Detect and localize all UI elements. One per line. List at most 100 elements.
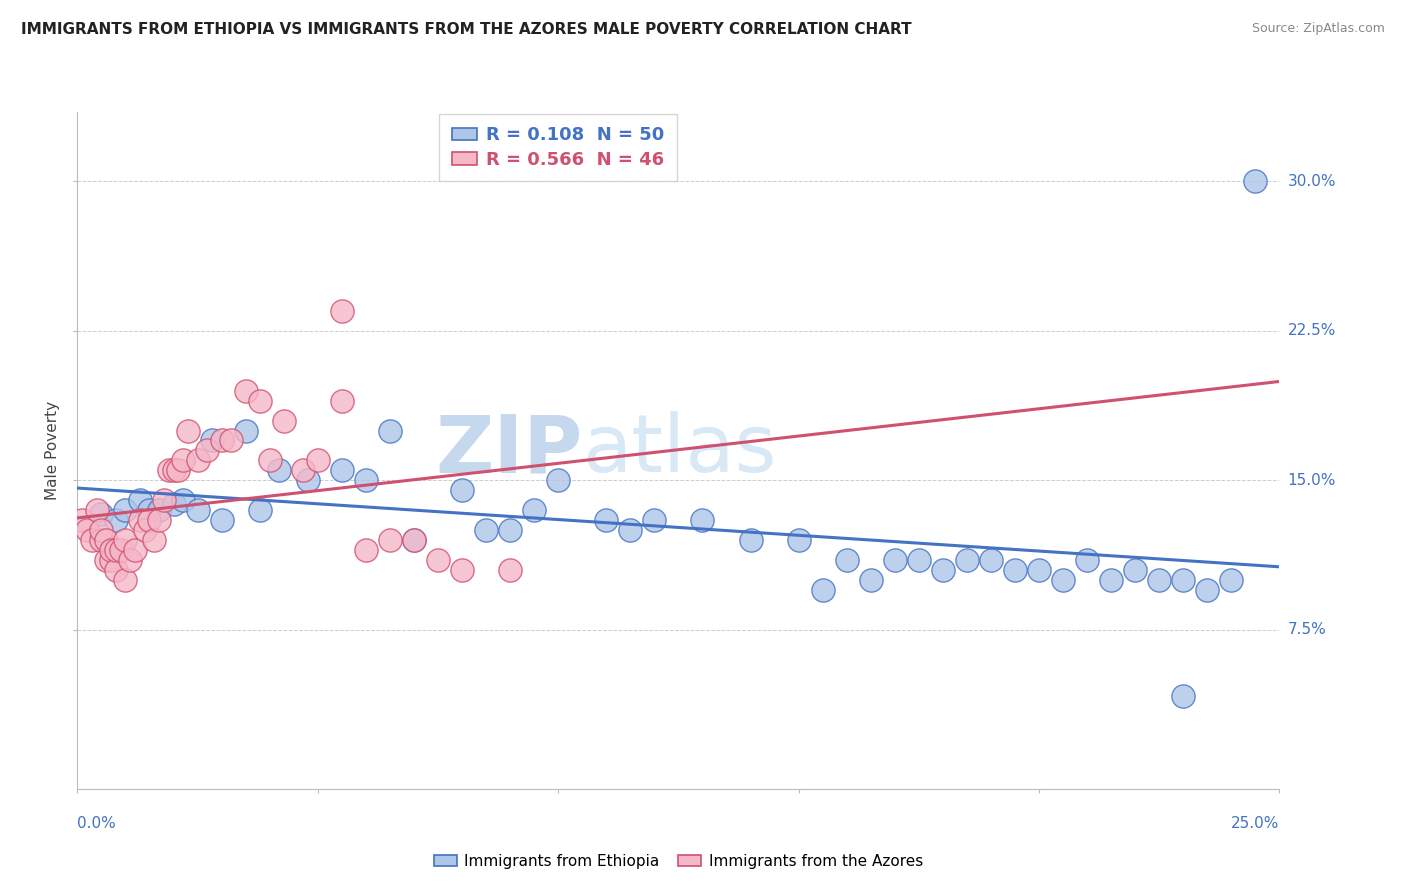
Point <box>90 523 112 537</box>
Point <box>427 553 450 567</box>
Point <box>96 553 118 567</box>
Point <box>402 533 425 548</box>
Point <box>883 553 905 567</box>
Point <box>138 513 160 527</box>
Point <box>219 434 242 448</box>
Point <box>162 497 184 511</box>
Point <box>475 523 498 537</box>
Point <box>153 493 176 508</box>
Point <box>114 503 136 517</box>
Point <box>195 443 218 458</box>
Point <box>86 503 108 517</box>
Point <box>90 508 112 522</box>
Point <box>249 503 271 517</box>
Point <box>100 543 122 558</box>
Point <box>330 463 353 477</box>
Point <box>1173 689 1195 703</box>
Text: 7.5%: 7.5% <box>1288 623 1326 638</box>
Point <box>1244 174 1267 188</box>
Point <box>259 453 281 467</box>
Point <box>104 513 127 527</box>
Text: 25.0%: 25.0% <box>1232 816 1279 831</box>
Point <box>162 463 184 477</box>
Point <box>1076 553 1098 567</box>
Point <box>859 573 882 587</box>
Point <box>148 513 170 527</box>
Text: 22.5%: 22.5% <box>1288 323 1336 338</box>
Point <box>330 393 353 408</box>
Text: Source: ZipAtlas.com: Source: ZipAtlas.com <box>1251 22 1385 36</box>
Point <box>70 513 93 527</box>
Point <box>619 523 641 537</box>
Point <box>980 553 1002 567</box>
Text: 30.0%: 30.0% <box>1288 174 1336 189</box>
Point <box>811 582 834 597</box>
Point <box>172 493 194 508</box>
Text: 15.0%: 15.0% <box>1288 473 1336 488</box>
Point <box>114 573 136 587</box>
Point <box>956 553 979 567</box>
Point <box>104 543 127 558</box>
Point <box>1173 573 1195 587</box>
Point <box>110 543 132 558</box>
Point <box>499 523 522 537</box>
Text: IMMIGRANTS FROM ETHIOPIA VS IMMIGRANTS FROM THE AZORES MALE POVERTY CORRELATION : IMMIGRANTS FROM ETHIOPIA VS IMMIGRANTS F… <box>21 22 911 37</box>
Point <box>124 543 146 558</box>
Point <box>148 503 170 517</box>
Point <box>595 513 617 527</box>
Point <box>499 563 522 577</box>
Point <box>1197 582 1219 597</box>
Point <box>201 434 224 448</box>
Point <box>297 474 319 488</box>
Point <box>1052 573 1074 587</box>
Point <box>143 533 166 548</box>
Point <box>100 553 122 567</box>
Point <box>235 424 257 438</box>
Point <box>402 533 425 548</box>
Point <box>523 503 546 517</box>
Point <box>90 533 112 548</box>
Point <box>120 553 142 567</box>
Point <box>643 513 665 527</box>
Point <box>76 523 98 537</box>
Point <box>104 563 127 577</box>
Point <box>80 533 103 548</box>
Point <box>908 553 931 567</box>
Y-axis label: Male Poverty: Male Poverty <box>45 401 60 500</box>
Point <box>740 533 762 548</box>
Point <box>96 533 118 548</box>
Point <box>932 563 955 577</box>
Point <box>1149 573 1171 587</box>
Point <box>186 503 209 517</box>
Point <box>378 424 401 438</box>
Text: atlas: atlas <box>582 411 776 490</box>
Point <box>835 553 858 567</box>
Point <box>692 513 714 527</box>
Point <box>330 304 353 318</box>
Point <box>138 503 160 517</box>
Point <box>186 453 209 467</box>
Point <box>1028 563 1050 577</box>
Point <box>128 493 150 508</box>
Point <box>787 533 810 548</box>
Point <box>249 393 271 408</box>
Point <box>1099 573 1122 587</box>
Point <box>354 474 377 488</box>
Point <box>1004 563 1026 577</box>
Point <box>354 543 377 558</box>
Point <box>378 533 401 548</box>
Text: 0.0%: 0.0% <box>77 816 117 831</box>
Point <box>134 523 156 537</box>
Point <box>547 474 569 488</box>
Point <box>172 453 194 467</box>
Point <box>307 453 329 467</box>
Point <box>157 463 180 477</box>
Point <box>292 463 315 477</box>
Point <box>1123 563 1146 577</box>
Text: ZIP: ZIP <box>434 411 582 490</box>
Point <box>451 563 474 577</box>
Point <box>211 513 233 527</box>
Legend: Immigrants from Ethiopia, Immigrants from the Azores: Immigrants from Ethiopia, Immigrants fro… <box>427 848 929 875</box>
Point <box>128 513 150 527</box>
Point <box>167 463 190 477</box>
